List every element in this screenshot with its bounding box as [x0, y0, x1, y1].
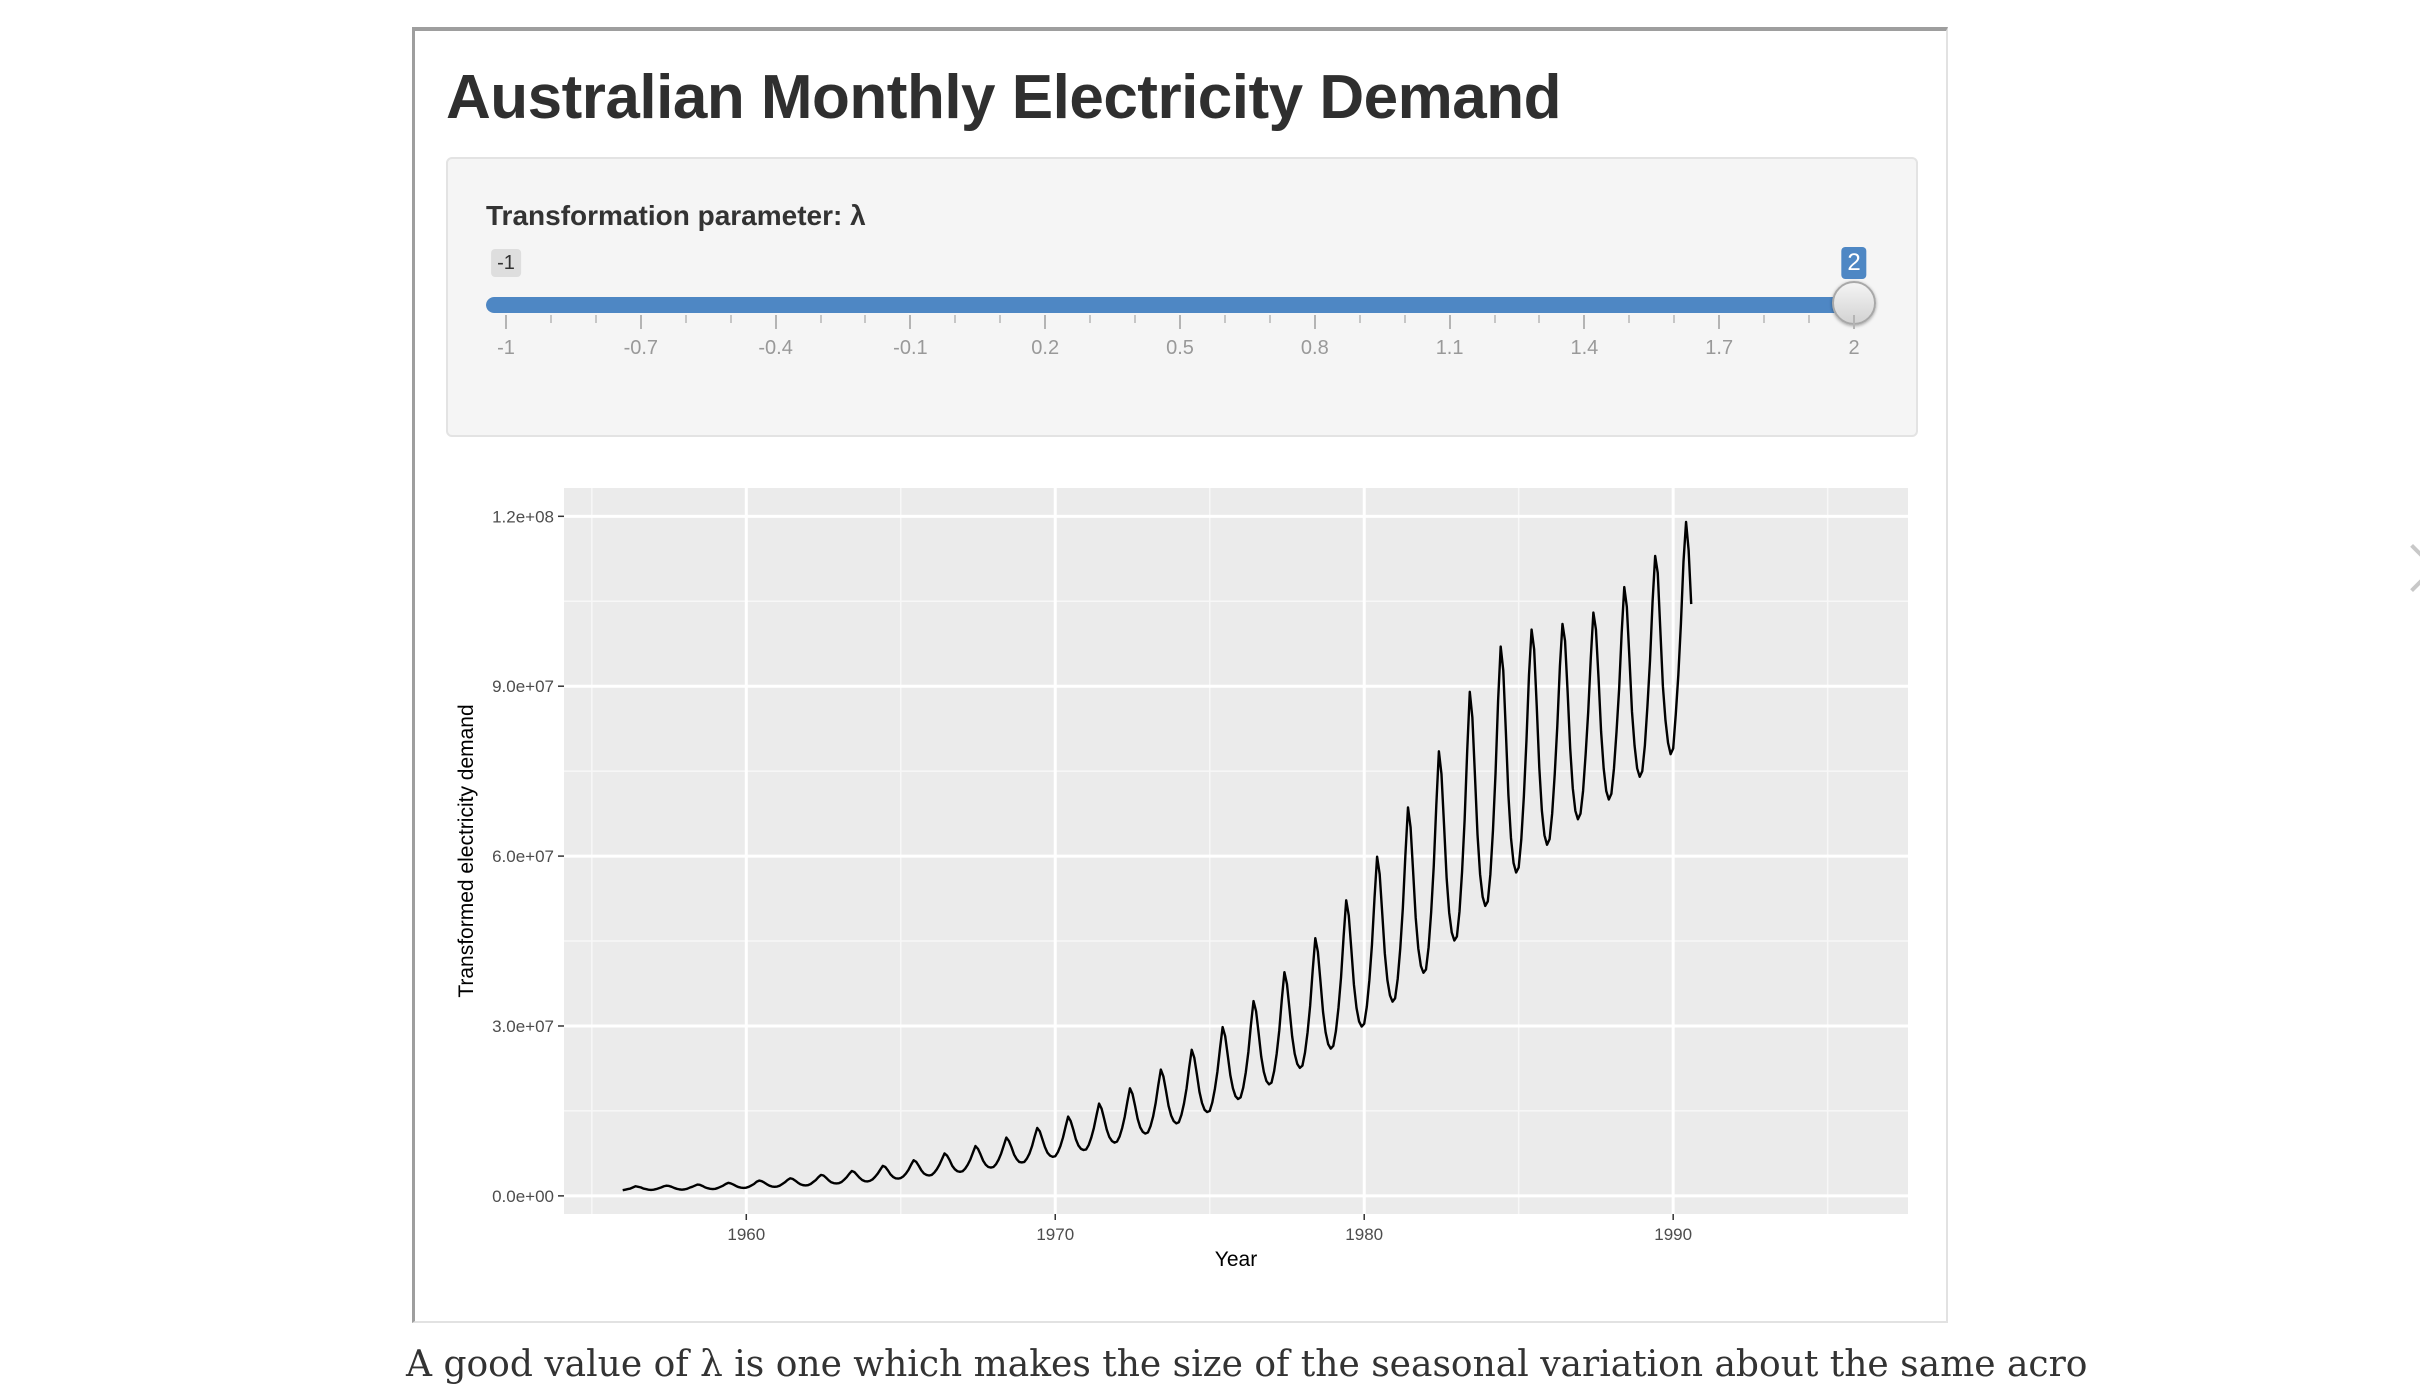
slider-minor-tick [594, 315, 597, 323]
slider-tick-label: -0.1 [893, 337, 928, 359]
y-tick-label: 1.2e+08 [492, 507, 554, 526]
slider-minor-tick [819, 315, 822, 323]
plot-panel [564, 488, 1908, 1214]
slider-minor-tick [954, 315, 957, 323]
body-text: A good value of λ is one which makes the… [406, 1344, 2088, 1385]
slider-tick [505, 315, 507, 329]
x-axis: 1960 1970 1980 1990 [727, 1214, 1692, 1244]
major-gridlines [564, 488, 1908, 1214]
slider-minor-tick [1403, 315, 1406, 323]
slider-tick [909, 315, 912, 329]
slider-track[interactable] [486, 297, 1856, 313]
slider-minor-tick [1673, 315, 1676, 323]
slider-tick-label: -1 [497, 337, 515, 359]
series-line [622, 520, 1693, 1192]
slider-tick [1718, 315, 1721, 329]
slider-minor-tick [684, 315, 687, 323]
line-chart: 0.0e+00 3.0e+07 6.0e+07 9.0e+07 1.2e+08 1960… [455, 488, 1908, 1271]
slider-tick-label: 1.1 [1435, 337, 1464, 359]
x-tick-label: 1980 [1345, 1225, 1383, 1244]
slider-minor-tick [1628, 315, 1631, 323]
slider-minor-tick [1763, 315, 1766, 323]
slider-tick-label: -0.4 [758, 337, 793, 359]
x-axis-label: Year [1215, 1248, 1257, 1271]
slider-minor-tick [1223, 315, 1226, 323]
slider-tick-label: 1.4 [1570, 337, 1599, 359]
slider-tick [639, 315, 642, 329]
slider-minor-tick [549, 315, 552, 323]
slider-minor-tick [1089, 315, 1092, 323]
slider-tick [1313, 315, 1316, 329]
slider-minor-tick [864, 315, 867, 323]
slider-minor-tick [1268, 315, 1271, 323]
slider-tick [1583, 315, 1586, 329]
next-arrow-icon[interactable] [2390, 543, 2420, 593]
y-axis: 0.0e+00 3.0e+07 6.0e+07 9.0e+07 1.2e+08 [492, 507, 564, 1206]
slider-label: Transformation parameter: λ [486, 200, 866, 231]
slider-minor-tick [1134, 315, 1137, 323]
y-tick-label: 9.0e+07 [492, 677, 554, 696]
slider-minor-tick [999, 315, 1002, 323]
y-axis-label: Transformed electricity demand [455, 704, 478, 997]
x-tick-label: 1960 [727, 1225, 765, 1244]
y-tick-label: 3.0e+07 [492, 1017, 554, 1036]
slider-tick [774, 315, 777, 329]
slider-tick-label: 1.7 [1705, 337, 1734, 359]
slider-minor-tick [1538, 315, 1541, 323]
slider-minor-tick [1808, 315, 1811, 323]
slider-tick-label: 0.8 [1300, 337, 1329, 359]
slider-value-badge: 2 [1841, 247, 1867, 279]
slider-fill [486, 297, 1854, 313]
slider-minor-tick [1493, 315, 1496, 323]
chevron-right-icon [2390, 543, 2420, 593]
slider-tick-label: 0.2 [1031, 337, 1060, 359]
slider-tick-label: 0.5 [1166, 337, 1194, 359]
x-tick-label: 1990 [1654, 1225, 1692, 1244]
slider-tick [1448, 315, 1451, 329]
slider-tick-label: -0.7 [623, 337, 659, 359]
slider-minor-tick [729, 315, 732, 323]
slider-tick [1179, 315, 1181, 329]
slider-minor-tick [1358, 315, 1361, 323]
x-tick-label: 1970 [1036, 1225, 1074, 1244]
slider-tick [1044, 315, 1047, 329]
slider-tick-label: 2 [1848, 337, 1860, 359]
y-tick-label: 0.0e+00 [492, 1187, 554, 1206]
slider-tick [1853, 315, 1855, 329]
y-tick-label: 6.0e+07 [492, 847, 554, 866]
minor-gridlines [564, 488, 1908, 1214]
page-title: Australian Monthly Electricity Demand [446, 63, 1561, 132]
slider-min-badge: -1 [491, 249, 521, 277]
